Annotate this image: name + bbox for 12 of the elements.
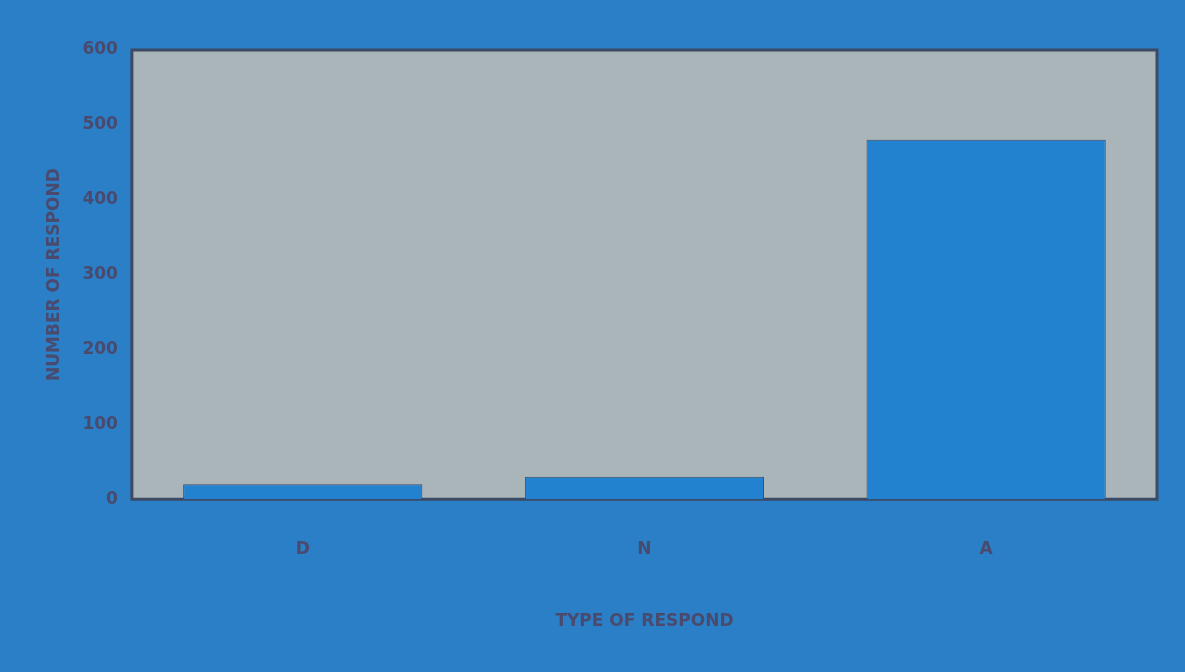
y-tick-label: 200 (82, 337, 119, 358)
y-tick-label: 400 (82, 188, 119, 209)
y-tick-label: 500 (82, 113, 119, 134)
x-tick-label: N (637, 537, 652, 558)
y-tick-label: 0 (106, 487, 119, 508)
x-tick-label: D (295, 537, 310, 558)
x-tick-label: A (979, 537, 994, 558)
y-tick-label: 600 (82, 38, 119, 59)
x-axis-title: TYPE OF RESPOND (555, 610, 734, 631)
y-axis-title: NUMBER OF RESPOND (42, 168, 63, 381)
y-tick-label: 300 (82, 263, 119, 284)
y-tick-label: 100 (82, 412, 119, 433)
